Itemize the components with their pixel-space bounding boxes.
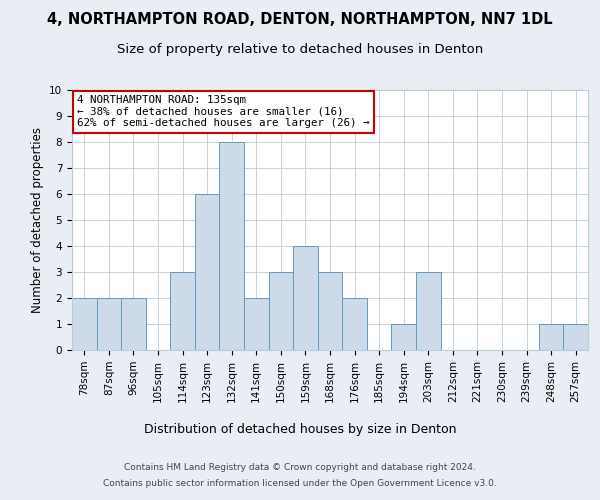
Text: Distribution of detached houses by size in Denton: Distribution of detached houses by size … (144, 422, 456, 436)
Text: Size of property relative to detached houses in Denton: Size of property relative to detached ho… (117, 42, 483, 56)
Text: 4, NORTHAMPTON ROAD, DENTON, NORTHAMPTON, NN7 1DL: 4, NORTHAMPTON ROAD, DENTON, NORTHAMPTON… (47, 12, 553, 28)
Bar (318, 272, 342, 350)
Bar (121, 298, 146, 350)
Bar (416, 272, 440, 350)
Bar (170, 272, 195, 350)
Bar (97, 298, 121, 350)
Bar (244, 298, 269, 350)
Bar (220, 142, 244, 350)
Text: 4 NORTHAMPTON ROAD: 135sqm
← 38% of detached houses are smaller (16)
62% of semi: 4 NORTHAMPTON ROAD: 135sqm ← 38% of deta… (77, 95, 370, 128)
Text: Contains HM Land Registry data © Crown copyright and database right 2024.: Contains HM Land Registry data © Crown c… (124, 462, 476, 471)
Bar (195, 194, 220, 350)
Bar (269, 272, 293, 350)
Bar (563, 324, 588, 350)
Bar (342, 298, 367, 350)
Bar (539, 324, 563, 350)
Bar (391, 324, 416, 350)
Bar (293, 246, 318, 350)
Text: Contains public sector information licensed under the Open Government Licence v3: Contains public sector information licen… (103, 479, 497, 488)
Bar (72, 298, 97, 350)
Y-axis label: Number of detached properties: Number of detached properties (31, 127, 44, 313)
